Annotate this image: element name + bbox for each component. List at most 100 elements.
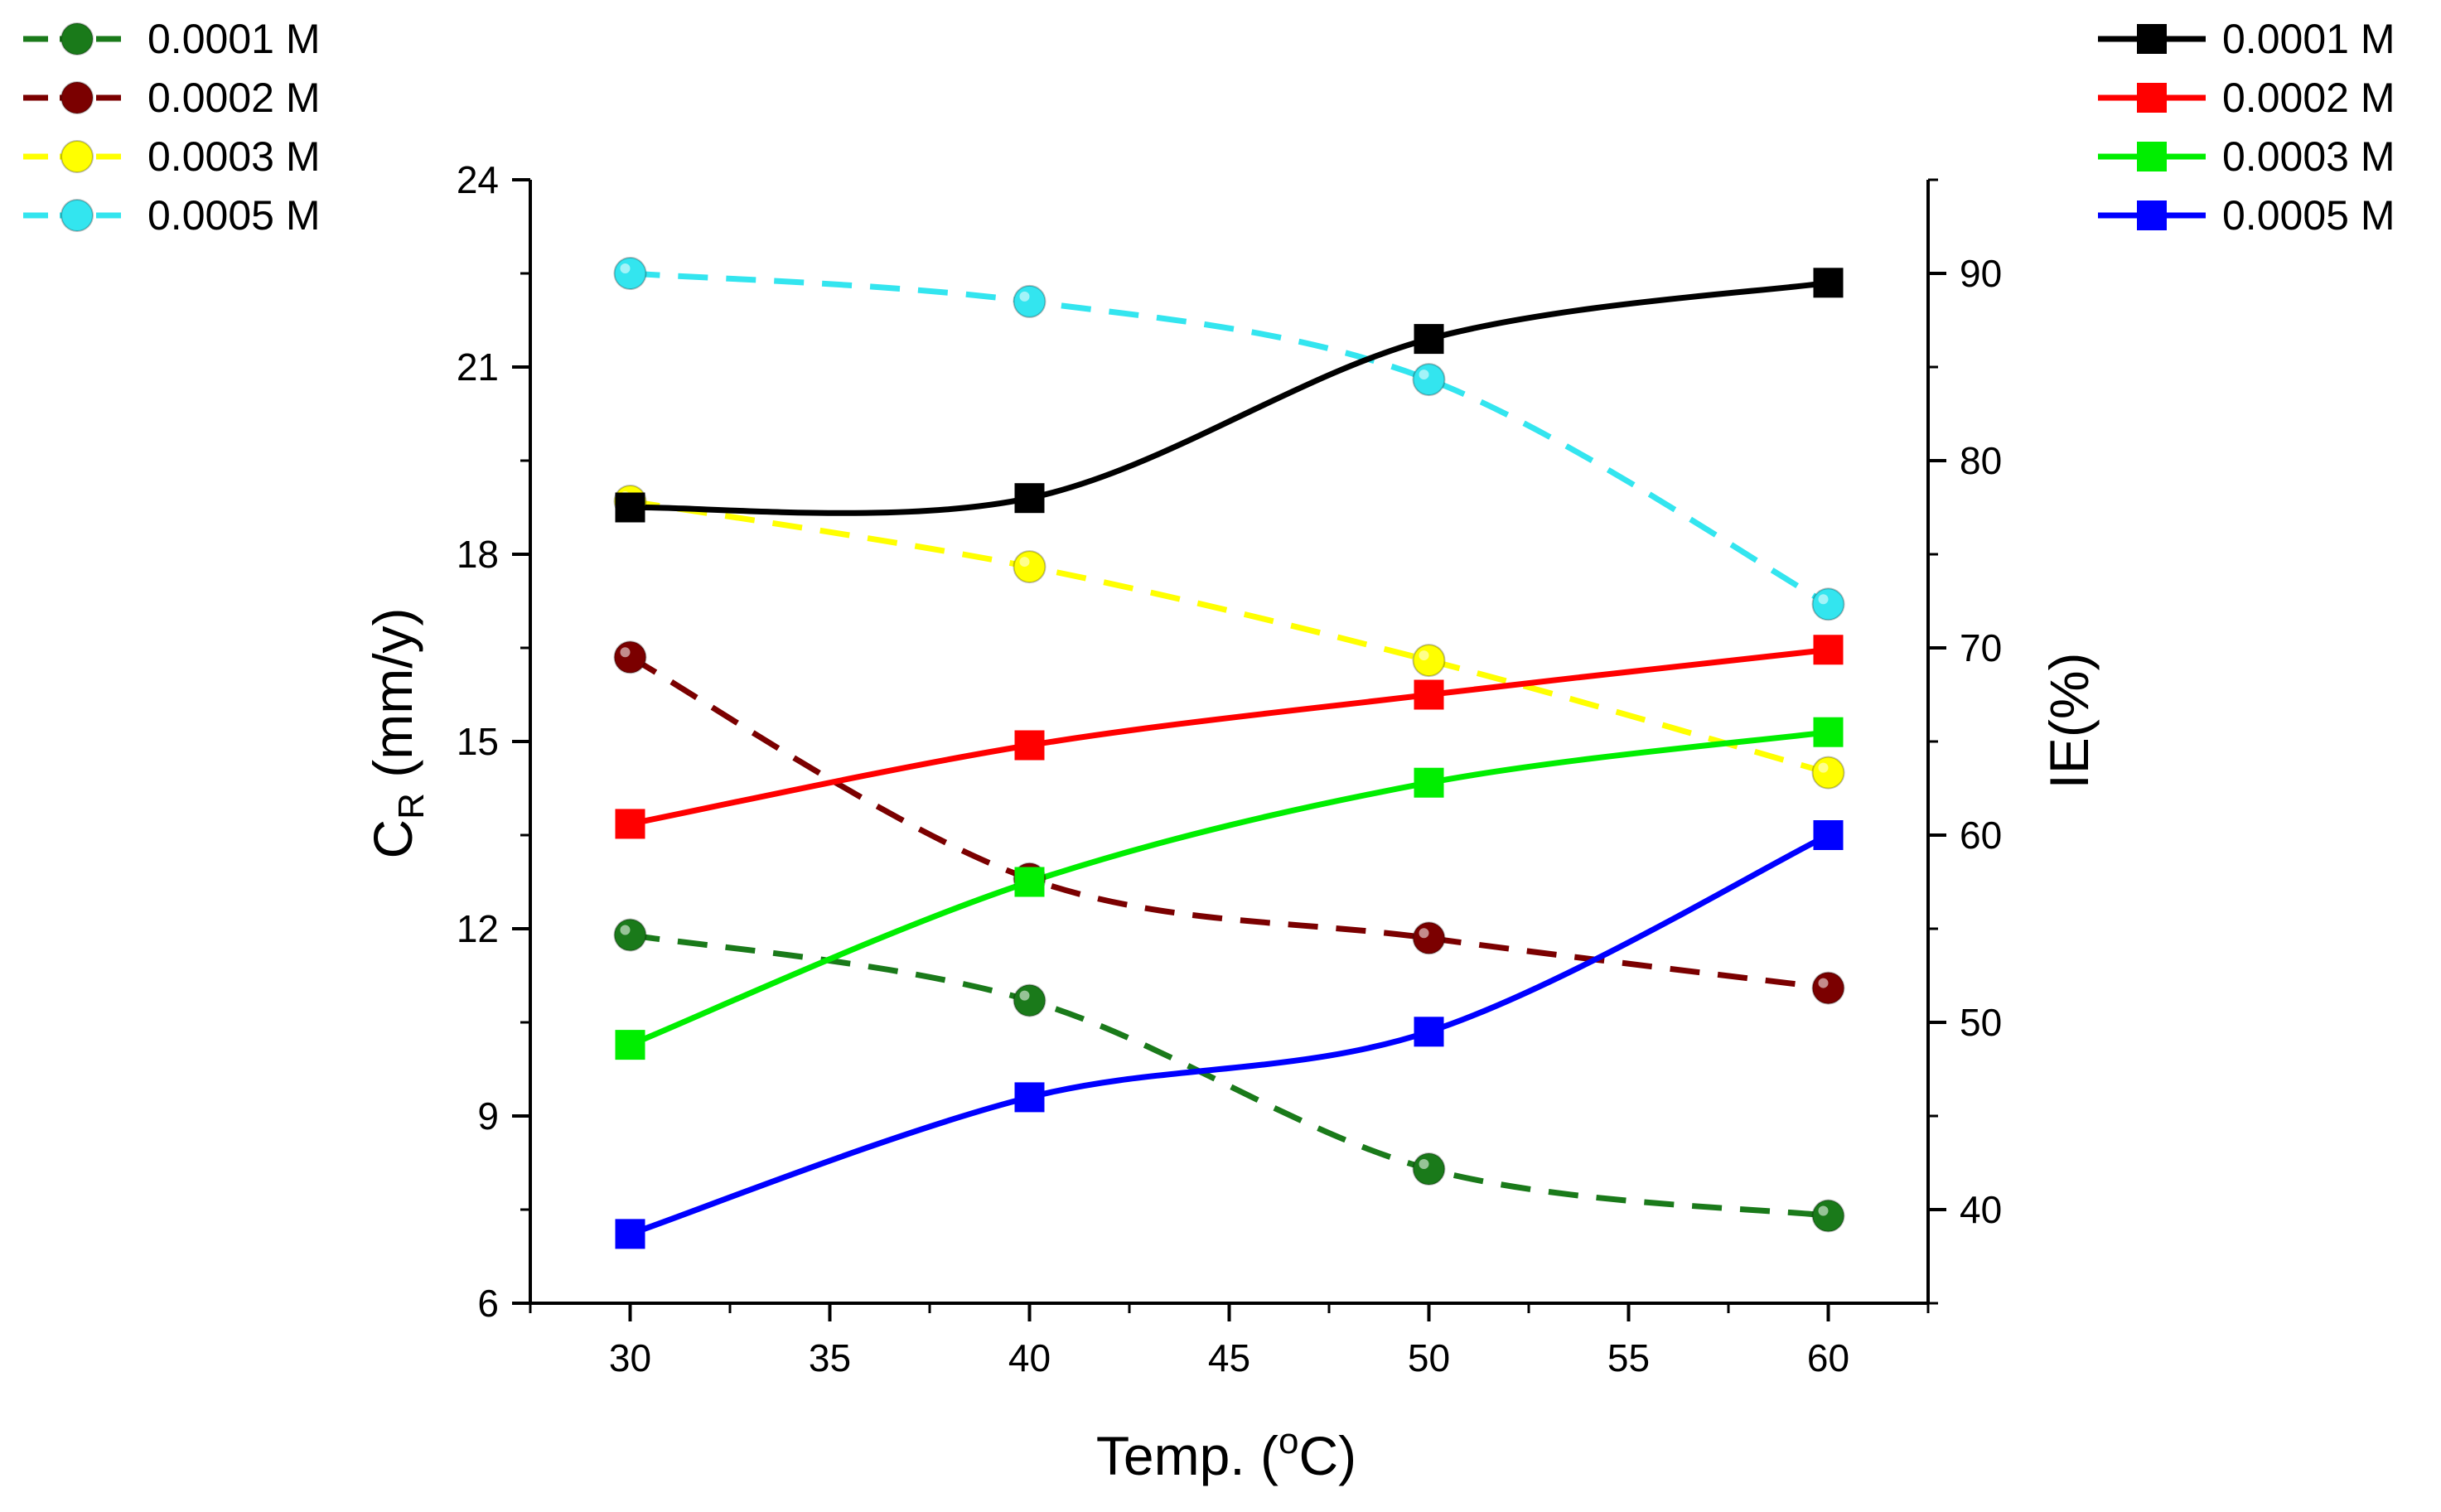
point-left-0-0003-m-40 bbox=[1013, 550, 1046, 584]
point-highlight bbox=[620, 647, 631, 658]
x-tick-label: 30 bbox=[609, 1336, 651, 1379]
y-right-tick-label: 80 bbox=[1960, 439, 2002, 482]
x-tick-label: 35 bbox=[809, 1336, 851, 1379]
legend-label-right-0-0005-m: 0.0005 M bbox=[2222, 192, 2395, 239]
legend-marker-left-0-0002-m bbox=[60, 81, 94, 114]
legend-label-right-0-0002-m: 0.0002 M bbox=[2222, 75, 2395, 121]
y-axis-left-title-main: C bbox=[362, 819, 423, 859]
y-left-tick-label: 12 bbox=[457, 907, 499, 950]
point-left-0-0002-m-60 bbox=[1811, 971, 1845, 1005]
legend-marker-right-0-0001-m bbox=[2137, 24, 2167, 54]
point-highlight bbox=[620, 263, 631, 273]
x-axis-title: Temp. (oC) bbox=[1096, 1421, 1356, 1486]
point-right-0-0002-m-60 bbox=[1813, 635, 1844, 665]
point-right-0-0003-m-40 bbox=[1014, 867, 1045, 897]
x-axis-title-end: C) bbox=[1298, 1425, 1356, 1486]
point-right-0-0002-m-40 bbox=[1014, 730, 1045, 761]
point-highlight bbox=[1419, 1159, 1429, 1170]
y-right-tick-label: 90 bbox=[1960, 252, 2002, 295]
y-axis-left-title: CR (mm/y) bbox=[362, 607, 432, 858]
markers-layer bbox=[613, 257, 1845, 1249]
legend-left: 0.0001 M 0.0002 M 0.0003 M 0.0005 M bbox=[23, 16, 320, 239]
y-left-tick-label: 24 bbox=[457, 158, 499, 201]
point-highlight bbox=[1419, 928, 1429, 939]
point-right-0-0005-m-60 bbox=[1813, 820, 1844, 850]
point-highlight bbox=[1419, 650, 1429, 661]
series-line-left-0-0003-m bbox=[629, 498, 1830, 776]
legend-label-left-0-0005-m: 0.0005 M bbox=[147, 192, 320, 239]
point-left-0-0002-m-30 bbox=[613, 640, 647, 674]
legend-label-left-0-0001-m: 0.0001 M bbox=[147, 16, 320, 62]
legend-marker-right-0-0002-m bbox=[2137, 83, 2167, 113]
series-line-left-0-0002-m bbox=[628, 655, 1829, 992]
y-right-tick-label: 40 bbox=[1960, 1188, 2002, 1231]
legend-label-left-0-0002-m: 0.0002 M bbox=[147, 75, 320, 121]
legend-marker-left-0-0001-m bbox=[60, 22, 94, 56]
legend-marker-left-0-0003-m bbox=[60, 140, 94, 173]
legend-label-right-0-0003-m: 0.0003 M bbox=[2222, 133, 2395, 180]
point-left-0-0005-m-30 bbox=[613, 257, 647, 290]
y-left-tick-label: 18 bbox=[457, 533, 499, 576]
point-highlight bbox=[1019, 557, 1030, 568]
point-highlight bbox=[1818, 762, 1829, 773]
y-left-tick-label: 6 bbox=[477, 1282, 499, 1325]
y-right-tick-label: 60 bbox=[1960, 814, 2002, 857]
point-left-0-0005-m-50 bbox=[1412, 363, 1446, 397]
point-left-0-0005-m-60 bbox=[1811, 587, 1845, 621]
legend-marker-right-0-0003-m bbox=[2137, 142, 2167, 171]
point-right-0-0005-m-30 bbox=[615, 1219, 645, 1249]
point-highlight bbox=[1818, 1205, 1829, 1216]
point-right-0-0003-m-60 bbox=[1813, 717, 1844, 747]
x-tick-label: 40 bbox=[1008, 1336, 1051, 1379]
point-highlight bbox=[1818, 978, 1829, 988]
legend-marker-right-0-0005-m bbox=[2137, 200, 2167, 230]
point-highlight bbox=[1019, 291, 1030, 302]
x-axis-title-sup: o bbox=[1279, 1421, 1298, 1461]
point-left-0-0002-m-50 bbox=[1412, 921, 1446, 955]
legend-marker-left-0-0005-m bbox=[60, 199, 94, 232]
point-left-0-0001-m-60 bbox=[1811, 1199, 1845, 1233]
x-axis-title-main: Temp. ( bbox=[1096, 1425, 1279, 1486]
point-left-0-0001-m-40 bbox=[1013, 983, 1046, 1017]
point-right-0-0001-m-50 bbox=[1414, 324, 1444, 355]
y-right-tick-label: 50 bbox=[1960, 1001, 2002, 1044]
point-left-0-0003-m-50 bbox=[1412, 644, 1446, 678]
y-axis-left-title-sub: R bbox=[391, 793, 432, 819]
x-tick-label: 50 bbox=[1408, 1336, 1450, 1379]
series-line-left-0-0001-m bbox=[629, 932, 1829, 1219]
y-left-tick-label: 9 bbox=[477, 1094, 499, 1138]
legend-label-left-0-0003-m: 0.0003 M bbox=[147, 133, 320, 180]
point-highlight bbox=[1019, 990, 1030, 1001]
point-right-0-0002-m-30 bbox=[615, 809, 645, 839]
y-axis-left-title-end: (mm/y) bbox=[362, 607, 423, 793]
x-tick-label: 55 bbox=[1607, 1336, 1650, 1379]
point-left-0-0001-m-50 bbox=[1412, 1152, 1446, 1186]
point-right-0-0003-m-50 bbox=[1414, 767, 1444, 798]
point-left-0-0005-m-40 bbox=[1013, 284, 1046, 318]
point-right-0-0001-m-60 bbox=[1813, 268, 1844, 298]
point-right-0-0001-m-30 bbox=[615, 492, 645, 523]
point-highlight bbox=[1419, 370, 1429, 380]
y-axis-right-title: IE(%) bbox=[2038, 653, 2100, 790]
series-line-right-0-0003-m bbox=[629, 729, 1829, 1048]
y-left-tick-label: 21 bbox=[457, 345, 499, 389]
series-line-right-0-0005-m bbox=[629, 832, 1830, 1237]
point-right-0-0005-m-40 bbox=[1014, 1082, 1045, 1113]
y-left-tick-label: 15 bbox=[457, 720, 499, 763]
series-line-right-0-0001-m bbox=[630, 279, 1829, 516]
point-highlight bbox=[620, 925, 631, 935]
point-right-0-0003-m-30 bbox=[615, 1030, 645, 1060]
ticks-layer: 30 35 40 45 50 55 60 6 9 12 15 18 21 24 40 50 60 70 80 90 bbox=[457, 158, 2002, 1379]
x-tick-label: 45 bbox=[1208, 1336, 1250, 1379]
point-right-0-0002-m-50 bbox=[1414, 679, 1444, 710]
point-right-0-0005-m-50 bbox=[1414, 1017, 1444, 1047]
legend-right: 0.0001 M 0.0002 M 0.0003 M 0.0005 M bbox=[2098, 16, 2395, 239]
series-line-right-0-0002-m bbox=[629, 646, 1829, 827]
point-right-0-0001-m-40 bbox=[1014, 483, 1045, 514]
series-layer bbox=[628, 270, 1830, 1237]
point-left-0-0003-m-60 bbox=[1811, 756, 1845, 790]
point-highlight bbox=[1818, 594, 1829, 605]
point-left-0-0001-m-30 bbox=[613, 918, 647, 952]
legend-label-right-0-0001-m: 0.0001 M bbox=[2222, 16, 2395, 62]
